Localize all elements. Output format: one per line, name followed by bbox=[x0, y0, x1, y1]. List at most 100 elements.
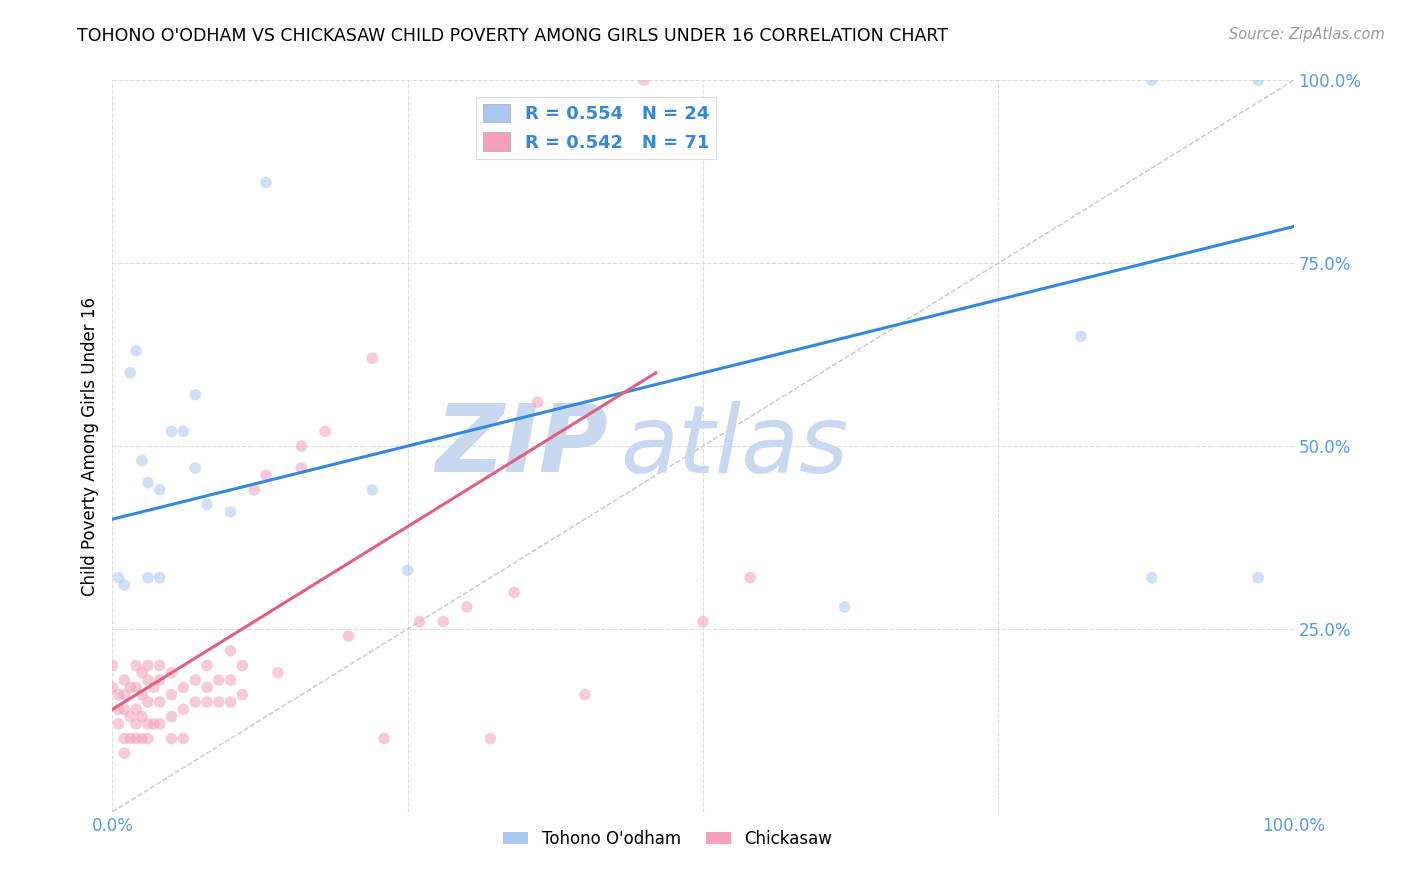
Point bbox=[361, 483, 384, 497]
Point bbox=[131, 688, 153, 702]
Point bbox=[633, 73, 655, 87]
Point bbox=[125, 658, 148, 673]
Point bbox=[120, 681, 142, 695]
Point bbox=[136, 717, 159, 731]
Point bbox=[131, 453, 153, 467]
Point bbox=[131, 731, 153, 746]
Point bbox=[125, 702, 148, 716]
Point bbox=[172, 731, 194, 746]
Point bbox=[195, 498, 218, 512]
Point bbox=[195, 695, 218, 709]
Point bbox=[1140, 73, 1163, 87]
Point bbox=[160, 731, 183, 746]
Point bbox=[112, 673, 135, 687]
Point bbox=[219, 673, 242, 687]
Point bbox=[219, 695, 242, 709]
Point bbox=[219, 644, 242, 658]
Point bbox=[131, 709, 153, 723]
Point bbox=[149, 658, 172, 673]
Point bbox=[1247, 73, 1270, 87]
Point bbox=[112, 731, 135, 746]
Point bbox=[231, 688, 253, 702]
Point bbox=[149, 483, 172, 497]
Point bbox=[184, 388, 207, 402]
Point bbox=[208, 695, 231, 709]
Legend: Tohono O'odham, Chickasaw: Tohono O'odham, Chickasaw bbox=[496, 823, 838, 855]
Text: atlas: atlas bbox=[620, 401, 849, 491]
Point bbox=[267, 665, 290, 680]
Point bbox=[120, 709, 142, 723]
Point bbox=[1247, 571, 1270, 585]
Point bbox=[195, 681, 218, 695]
Point bbox=[479, 731, 502, 746]
Point bbox=[337, 629, 360, 643]
Text: ZIP: ZIP bbox=[436, 400, 609, 492]
Point bbox=[112, 578, 135, 592]
Point bbox=[172, 681, 194, 695]
Point bbox=[112, 688, 135, 702]
Point bbox=[120, 366, 142, 380]
Text: Source: ZipAtlas.com: Source: ZipAtlas.com bbox=[1229, 27, 1385, 42]
Point bbox=[160, 688, 183, 702]
Point bbox=[254, 468, 277, 483]
Point bbox=[314, 425, 336, 439]
Point bbox=[107, 717, 129, 731]
Point bbox=[231, 658, 253, 673]
Point bbox=[1140, 571, 1163, 585]
Point bbox=[125, 681, 148, 695]
Point bbox=[112, 702, 135, 716]
Point bbox=[142, 717, 165, 731]
Point bbox=[456, 599, 478, 614]
Point bbox=[290, 439, 312, 453]
Point bbox=[361, 351, 384, 366]
Point bbox=[692, 615, 714, 629]
Point bbox=[120, 731, 142, 746]
Point bbox=[149, 717, 172, 731]
Point bbox=[172, 425, 194, 439]
Point bbox=[184, 695, 207, 709]
Point bbox=[408, 615, 430, 629]
Point bbox=[136, 695, 159, 709]
Point bbox=[184, 673, 207, 687]
Y-axis label: Child Poverty Among Girls Under 16: Child Poverty Among Girls Under 16 bbox=[80, 296, 98, 596]
Point bbox=[131, 665, 153, 680]
Point bbox=[149, 673, 172, 687]
Point bbox=[160, 665, 183, 680]
Point bbox=[396, 563, 419, 577]
Point bbox=[503, 585, 526, 599]
Point bbox=[254, 176, 277, 190]
Point bbox=[184, 461, 207, 475]
Point bbox=[432, 615, 454, 629]
Point bbox=[195, 658, 218, 673]
Point bbox=[160, 709, 183, 723]
Point bbox=[101, 658, 124, 673]
Point bbox=[243, 483, 266, 497]
Point bbox=[142, 681, 165, 695]
Point bbox=[740, 571, 762, 585]
Point bbox=[136, 658, 159, 673]
Point bbox=[136, 673, 159, 687]
Point bbox=[290, 461, 312, 475]
Point bbox=[125, 343, 148, 358]
Point bbox=[219, 505, 242, 519]
Point bbox=[208, 673, 231, 687]
Point bbox=[125, 731, 148, 746]
Text: TOHONO O'ODHAM VS CHICKASAW CHILD POVERTY AMONG GIRLS UNDER 16 CORRELATION CHART: TOHONO O'ODHAM VS CHICKASAW CHILD POVERT… bbox=[77, 27, 948, 45]
Point bbox=[136, 475, 159, 490]
Point bbox=[834, 599, 856, 614]
Point bbox=[107, 702, 129, 716]
Point bbox=[149, 571, 172, 585]
Point bbox=[574, 688, 596, 702]
Point bbox=[112, 746, 135, 760]
Point bbox=[172, 702, 194, 716]
Point bbox=[1070, 329, 1092, 343]
Point bbox=[136, 571, 159, 585]
Point bbox=[373, 731, 395, 746]
Point bbox=[149, 695, 172, 709]
Point bbox=[125, 717, 148, 731]
Point bbox=[136, 731, 159, 746]
Point bbox=[526, 395, 548, 409]
Point bbox=[107, 688, 129, 702]
Point bbox=[107, 571, 129, 585]
Point bbox=[160, 425, 183, 439]
